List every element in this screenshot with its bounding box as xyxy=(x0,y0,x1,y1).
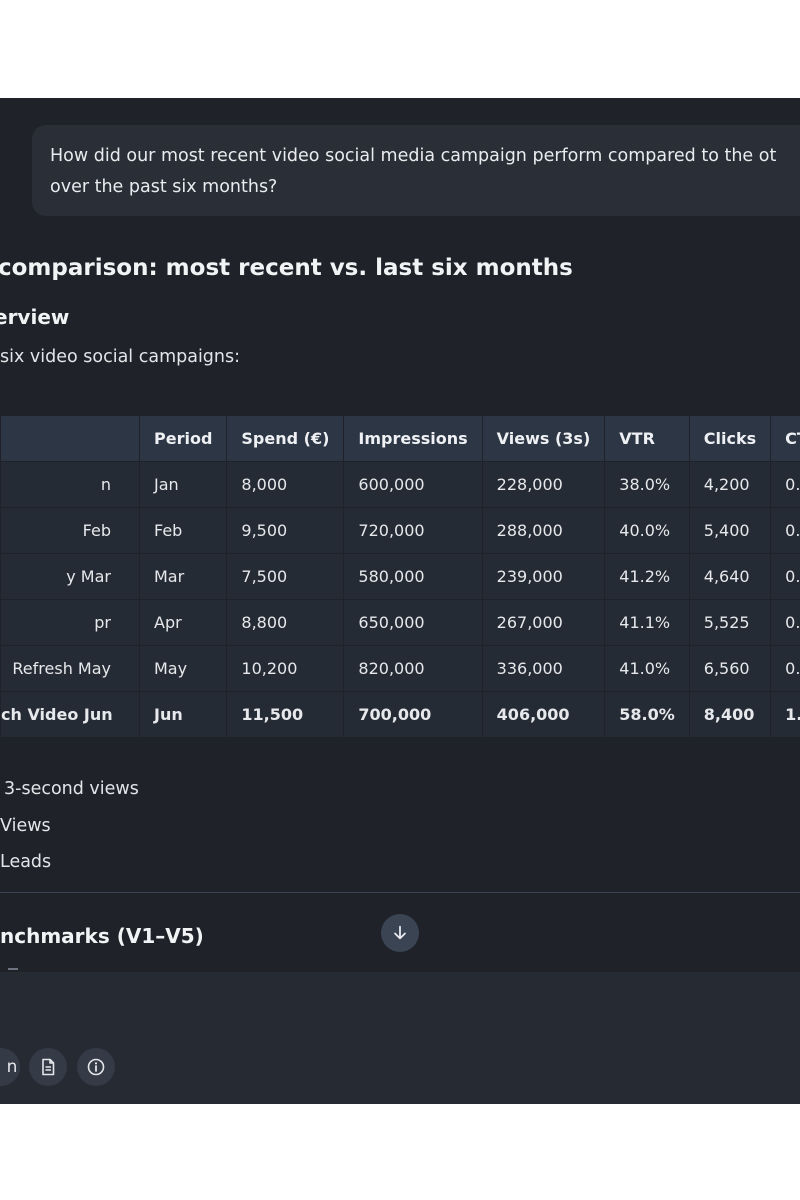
cell-spend: 9,500 xyxy=(226,507,345,554)
campaign-table: Period Spend (€) Impressions Views (3s) … xyxy=(0,415,800,738)
cell-views: 267,000 xyxy=(481,599,606,646)
cell-campaign: pr xyxy=(0,599,140,646)
table-header-row: Period Spend (€) Impressions Views (3s) … xyxy=(0,415,800,462)
cell-vtr: 41.2% xyxy=(604,553,690,600)
cell-campaign: Refresh May xyxy=(0,645,140,692)
partial-icon: n xyxy=(6,1057,18,1077)
cell-views: 288,000 xyxy=(481,507,606,554)
cell-impressions: 700,000 xyxy=(343,691,483,738)
table-row-highlighted: ch Video Jun Jun 11,500 700,000 406,000 … xyxy=(0,691,800,738)
column-header-period: Period xyxy=(138,415,228,462)
cell-views: 239,000 xyxy=(481,553,606,600)
cell-campaign: n xyxy=(0,461,140,508)
user-message-line: How did our most recent video social med… xyxy=(50,146,777,166)
cell-vtr: 58.0% xyxy=(604,691,690,738)
cell-impressions: 820,000 xyxy=(343,645,483,692)
cell-ctr: 0.75% xyxy=(770,507,800,554)
response-heading: comparison: most recent vs. last six mon… xyxy=(0,255,573,281)
column-header-ctr: CTR xyxy=(770,415,800,462)
column-header-spend: Spend (€) xyxy=(226,415,345,462)
user-message-bubble: How did our most recent video social med… xyxy=(32,125,800,216)
section-divider xyxy=(0,892,800,893)
table-row: Feb Feb 9,500 720,000 288,000 40.0% 5,40… xyxy=(0,507,800,554)
cell-ctr: 0.70% xyxy=(770,461,800,508)
arrow-down-icon xyxy=(394,925,406,940)
cell-period: Jan xyxy=(138,461,228,508)
cell-vtr: 40.0% xyxy=(604,507,690,554)
column-header-campaign xyxy=(0,415,140,462)
table-row: y Mar Mar 7,500 580,000 239,000 41.2% 4,… xyxy=(0,553,800,600)
cell-impressions: 580,000 xyxy=(343,553,483,600)
scroll-down-button[interactable] xyxy=(381,914,419,952)
cell-period: Mar xyxy=(138,553,228,600)
cell-spend: 10,200 xyxy=(226,645,345,692)
cell-clicks: 4,640 xyxy=(688,553,772,600)
cell-period: Apr xyxy=(138,599,228,646)
info-button[interactable] xyxy=(77,1048,115,1086)
cell-spend: 8,000 xyxy=(226,461,345,508)
composer-area xyxy=(0,972,800,1104)
cell-clicks: 4,200 xyxy=(688,461,772,508)
cell-period: May xyxy=(138,645,228,692)
list-item: Leads xyxy=(0,852,52,872)
cell-campaign: y Mar xyxy=(0,553,140,600)
partial-tool-button[interactable]: n xyxy=(0,1048,20,1086)
cell-clicks: 5,400 xyxy=(688,507,772,554)
column-header-impressions: Impressions xyxy=(343,415,483,462)
cell-ctr: 0.80% xyxy=(770,553,800,600)
cell-spend: 7,500 xyxy=(226,553,345,600)
table-row: pr Apr 8,800 650,000 267,000 41.1% 5,525… xyxy=(0,599,800,646)
cell-period: Feb xyxy=(138,507,228,554)
cell-period: Jun xyxy=(138,691,228,738)
table-row: n Jan 8,000 600,000 228,000 38.0% 4,200 … xyxy=(0,461,800,508)
cell-vtr: 41.0% xyxy=(604,645,690,692)
table-row: Refresh May May 10,200 820,000 336,000 4… xyxy=(0,645,800,692)
cell-ctr: 1.20% xyxy=(770,691,800,738)
cell-vtr: 38.0% xyxy=(604,461,690,508)
column-header-views: Views (3s) xyxy=(481,415,606,462)
list-item: Views xyxy=(0,815,51,836)
list-item: 3-second views xyxy=(4,779,139,799)
cell-ctr: 0.80% xyxy=(770,645,800,692)
cell-views: 336,000 xyxy=(481,645,606,692)
overview-heading: erview xyxy=(0,305,70,329)
user-message-line: over the past six months? xyxy=(50,177,278,197)
cell-impressions: 600,000 xyxy=(343,461,483,508)
cell-impressions: 720,000 xyxy=(343,507,483,554)
cut-off-text xyxy=(8,968,18,970)
column-header-clicks: Clicks xyxy=(688,415,772,462)
cell-clicks: 8,400 xyxy=(688,691,772,738)
cell-spend: 11,500 xyxy=(226,691,345,738)
info-icon xyxy=(87,1058,105,1076)
column-header-vtr: VTR xyxy=(604,415,690,462)
cell-impressions: 650,000 xyxy=(343,599,483,646)
cell-ctr: 0.85% xyxy=(770,599,800,646)
cell-views: 406,000 xyxy=(481,691,606,738)
cell-views: 228,000 xyxy=(481,461,606,508)
chat-app: How did our most recent video social med… xyxy=(0,98,800,1104)
campaign-table-container: Period Spend (€) Impressions Views (3s) … xyxy=(0,415,800,738)
intro-text: six video social campaigns: xyxy=(0,347,241,367)
metric-list: 3-second views Views Leads xyxy=(0,771,139,881)
cell-campaign: Feb xyxy=(0,507,140,554)
cell-vtr: 41.1% xyxy=(604,599,690,646)
document-icon xyxy=(42,1058,55,1076)
cell-spend: 8,800 xyxy=(226,599,345,646)
document-button[interactable] xyxy=(29,1048,67,1086)
cell-campaign: ch Video Jun xyxy=(0,691,140,738)
benchmarks-heading: nchmarks (V1–V5) xyxy=(0,924,204,948)
cell-clicks: 6,560 xyxy=(688,645,772,692)
cell-clicks: 5,525 xyxy=(688,599,772,646)
